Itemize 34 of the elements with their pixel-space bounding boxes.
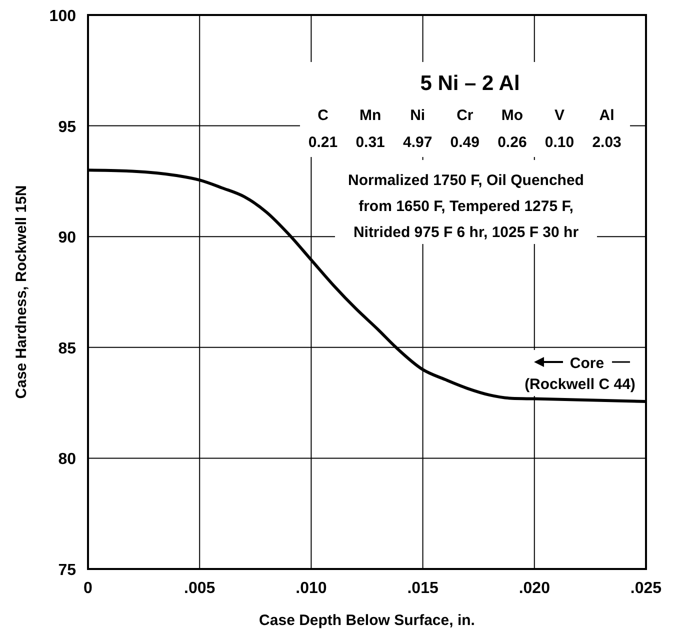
y-tick-label: 100: [49, 8, 76, 25]
annotation: Nitrided 975 F 6 hr, 1025 F 30 hr: [353, 224, 579, 241]
x-tick-label: .015: [407, 580, 438, 597]
annotation: Ni: [410, 107, 426, 124]
y-tick-label: 95: [58, 118, 76, 136]
annotation: 0.31: [356, 134, 385, 151]
y-tick-label: 90: [58, 230, 76, 247]
annotation: Mn: [359, 107, 382, 124]
y-tick-label: 75: [58, 562, 76, 579]
x-tick-label: .020: [518, 580, 550, 597]
annotation: 5 Ni – 2 Al: [420, 72, 520, 95]
annotation: 4.97: [403, 134, 432, 151]
x-tick-label: .025: [630, 580, 662, 597]
annotation: Al: [599, 107, 614, 124]
x-tick-label: .010: [296, 580, 327, 597]
annotation: Mo: [501, 107, 524, 124]
annotation: Core: [570, 355, 604, 372]
x-tick-label: .005: [184, 580, 216, 597]
y-tick-label: 85: [58, 340, 76, 358]
annotation: from 1650 F, Tempered 1275 F,: [358, 198, 574, 215]
y-axis-title: Case Hardness, Rockwell 15N: [13, 185, 30, 399]
annotation: (Rockwell C 44): [524, 376, 636, 393]
annotation: 2.03: [592, 134, 622, 151]
x-axis-title: Case Depth Below Surface, in.: [259, 612, 475, 629]
annotation: 0.49: [450, 134, 480, 151]
x-tick-label: 0: [84, 580, 93, 597]
annotation: C: [318, 107, 329, 124]
annotation: Normalized 1750 F, Oil Quenched: [348, 172, 584, 189]
annotation: 0.26: [498, 134, 527, 151]
y-tick-label: 80: [58, 451, 76, 468]
annotation: V: [554, 107, 565, 124]
annotation: 0.10: [544, 134, 574, 151]
annotation: Cr: [456, 107, 474, 124]
annotation: 0.21: [308, 134, 338, 151]
